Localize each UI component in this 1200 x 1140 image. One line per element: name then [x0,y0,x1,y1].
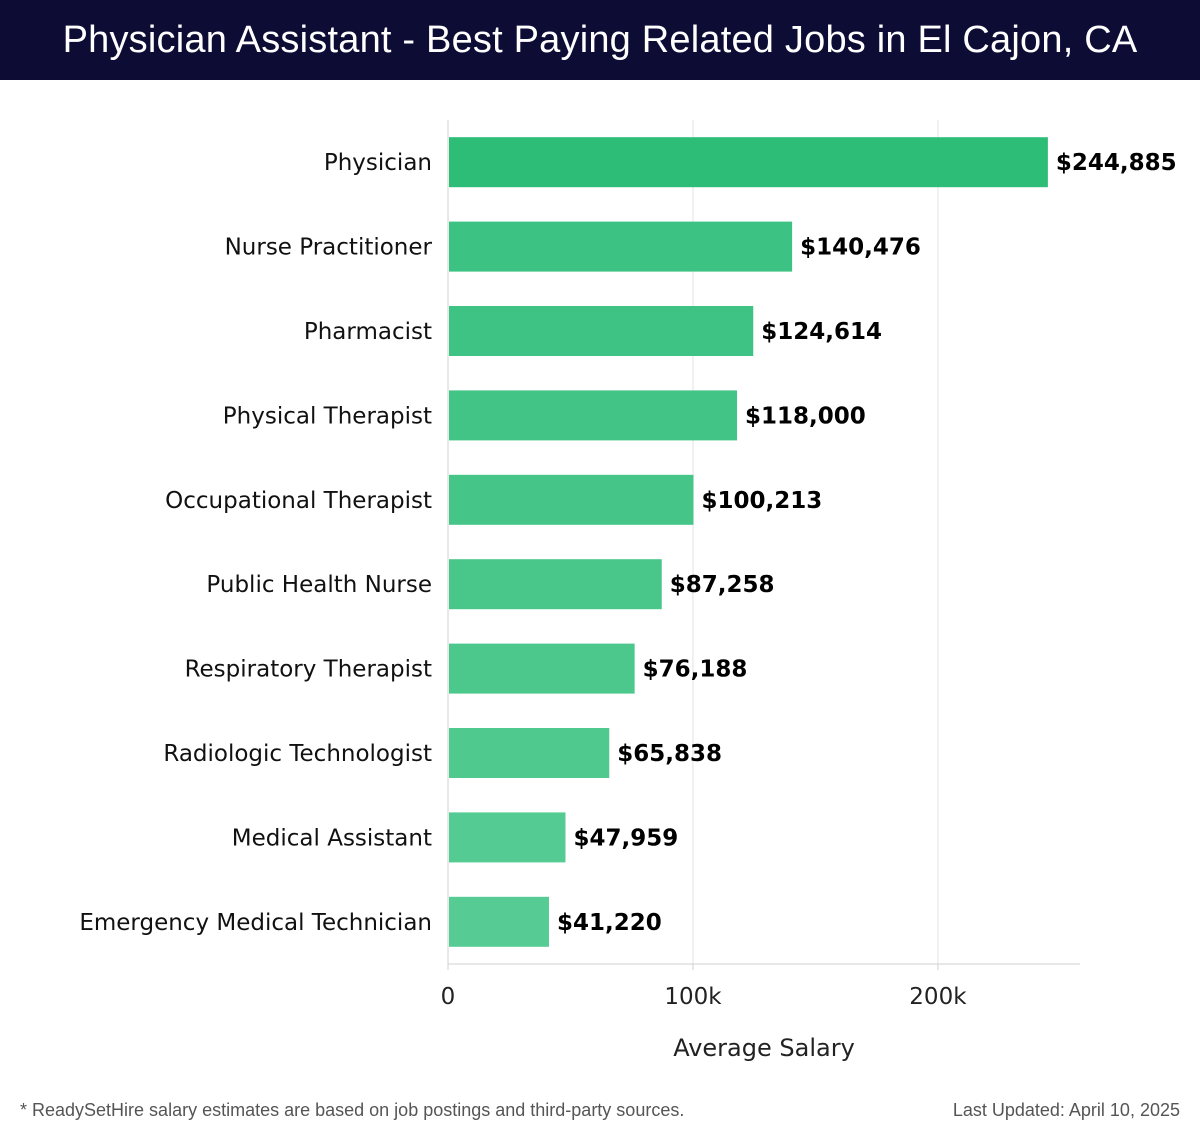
bar [449,896,549,947]
category-label: Physician [324,150,432,176]
x-axis-title: Average Salary [673,1034,855,1062]
chart-title: Physician Assistant - Best Paying Relate… [62,18,1138,61]
footer-disclaimer: * ReadySetHire salary estimates are base… [20,1100,685,1120]
category-label: Physical Therapist [223,403,432,429]
bars [449,137,1048,947]
chart-header: Physician Assistant - Best Paying Relate… [0,0,1200,80]
category-label: Emergency Medical Technician [79,910,432,936]
value-labels: $244,885 $140,476 $124,614 $118,000 $100,213… [557,150,1177,936]
bar [449,221,793,272]
x-tick-label: 0 [441,984,456,1010]
bar [449,643,635,694]
bar [449,390,738,441]
bar [449,812,566,863]
bar [449,306,754,356]
bar [449,728,610,778]
salary-bar-chart: Physician Nurse Practitioner Pharmacist Phy… [79,120,1177,1062]
x-tick-label: 200k [909,984,967,1010]
value-label: $87,258 [670,572,775,598]
bar [449,559,662,610]
category-label: Medical Assistant [232,825,432,851]
value-label: $100,213 [701,488,822,514]
category-label: Radiologic Technologist [163,741,432,767]
value-label: $140,476 [800,235,921,261]
x-axis: 0 100k 200k [441,120,1080,1010]
footer-last-updated: Last Updated: April 10, 2025 [952,1100,1180,1120]
category-label: Pharmacist [304,319,432,345]
value-label: $124,614 [761,319,882,345]
value-label: $76,188 [643,657,748,683]
category-label: Nurse Practitioner [225,235,433,261]
value-label: $41,220 [557,910,662,936]
category-label: Respiratory Therapist [185,657,432,683]
category-label: Public Health Nurse [206,572,432,598]
bar [449,474,694,525]
bar [449,137,1048,188]
category-labels: Physician Nurse Practitioner Pharmacist Phy… [79,150,432,936]
value-label: $65,838 [617,741,722,767]
value-label: $118,000 [745,403,866,429]
x-tick-label: 100k [664,984,722,1010]
category-label: Occupational Therapist [165,488,432,514]
value-label: $244,885 [1056,150,1177,176]
value-label: $47,959 [573,825,678,851]
